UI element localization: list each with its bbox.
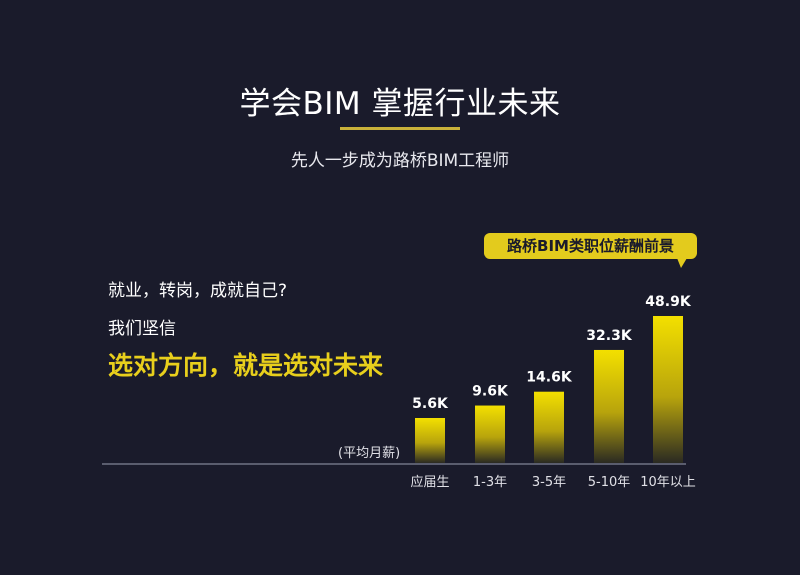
belief-text: 我们坚信 <box>108 319 176 339</box>
bar-2 <box>534 391 564 463</box>
bar-4 <box>653 316 683 463</box>
data-label: 9.6K <box>472 384 509 400</box>
bar-0 <box>415 417 445 463</box>
bar-1 <box>475 405 505 463</box>
page-subtitle: 先人一步成为路桥BIM工程师 <box>290 151 510 171</box>
page-title: 学会BIM 掌握行业未来 <box>239 86 561 122</box>
category-label: 3-5年 <box>532 475 566 490</box>
data-label: 48.9K <box>645 294 692 310</box>
category-label: 1-3年 <box>473 475 507 490</box>
question-text: 就业，转岗，成就自己? <box>108 281 288 301</box>
chart-title-bubble: 路桥BIM类职位薪酬前景 <box>484 233 697 268</box>
category-label: 应届生 <box>410 474 449 490</box>
category-label: 10年以上 <box>640 475 696 490</box>
data-label: 14.6K <box>526 370 573 386</box>
data-label: 5.6K <box>412 396 449 412</box>
data-label: 32.3K <box>586 328 633 344</box>
bar-3 <box>594 349 624 463</box>
slogan-text: 选对方向，就是选对未来 <box>108 351 384 380</box>
category-label: 5-10年 <box>588 475 631 490</box>
y-axis-label: (平均月薪) <box>338 446 400 461</box>
title-underline <box>340 127 460 130</box>
